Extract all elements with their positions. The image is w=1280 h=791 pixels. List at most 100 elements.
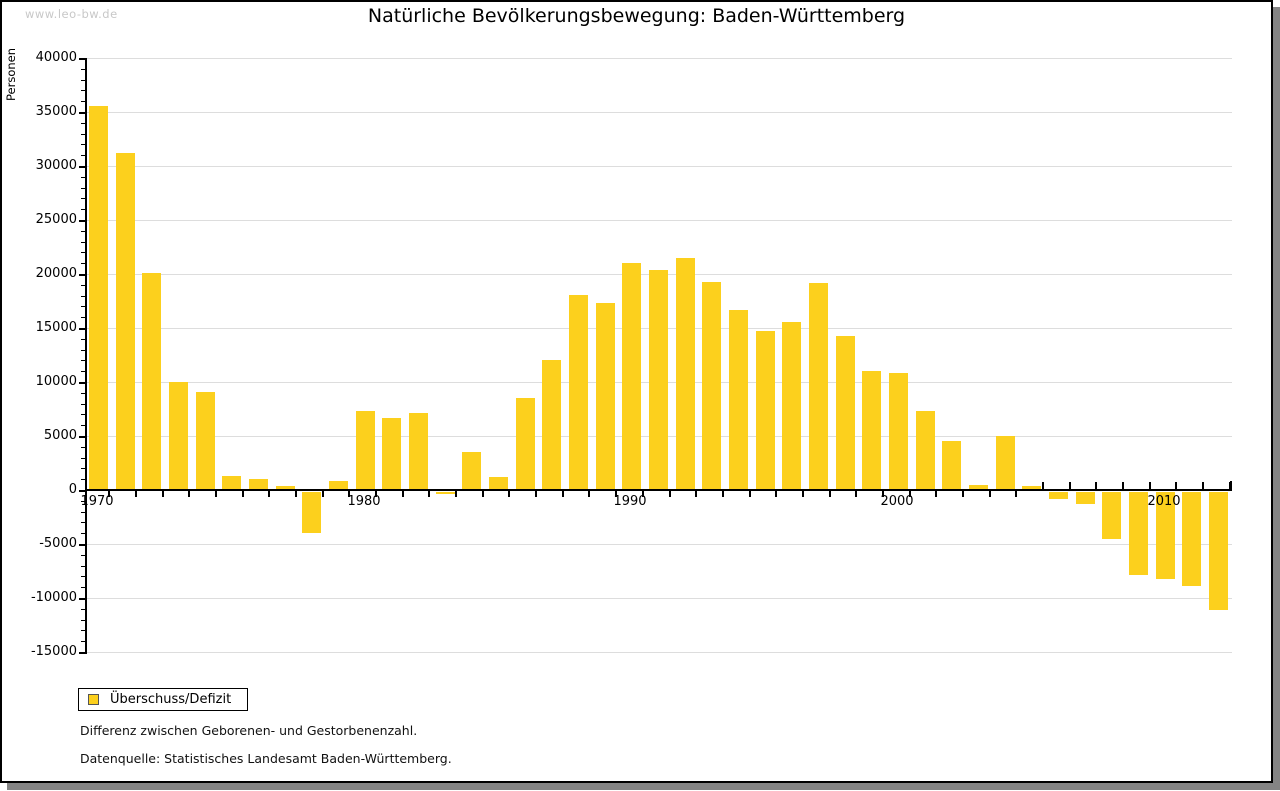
bar-2005 [1022, 486, 1041, 490]
y-minor-tick [81, 263, 85, 264]
y-minor-tick [81, 360, 85, 361]
y-minor-tick [81, 512, 85, 513]
legend-label: Überschuss/Defizit [110, 692, 232, 707]
y-minor-tick [81, 479, 85, 480]
gridline [85, 220, 1232, 221]
y-minor-tick [81, 393, 85, 394]
bar-2009 [1129, 492, 1148, 575]
bar-1989 [596, 303, 615, 490]
x-tick [829, 491, 831, 497]
y-minor-tick [81, 339, 85, 340]
y-minor-tick [81, 198, 85, 199]
x-tick [1122, 482, 1124, 489]
y-tick-label: 15000 [35, 320, 77, 335]
x-tick [882, 491, 884, 497]
y-minor-tick [81, 555, 85, 556]
y-minor-tick [81, 242, 85, 243]
x-axis-line [85, 489, 1232, 491]
bar-1996 [782, 322, 801, 490]
y-major-tick [79, 598, 85, 600]
x-tick [242, 491, 244, 497]
x-tick [482, 491, 484, 497]
y-major-tick [79, 652, 85, 654]
x-year-label-1990: 1990 [613, 494, 647, 509]
x-tick [749, 491, 751, 497]
bar-1992 [676, 258, 695, 490]
bar-2011 [1182, 492, 1201, 586]
bar-2002 [942, 441, 961, 490]
x-tick [188, 491, 190, 497]
y-minor-tick [81, 306, 85, 307]
legend-swatch-icon [88, 694, 99, 705]
x-tick [855, 491, 857, 497]
bar-1975 [222, 476, 241, 490]
x-tick [588, 491, 590, 497]
x-year-label-1970: 1970 [80, 494, 114, 509]
x-tick [1175, 482, 1177, 489]
x-tick [962, 491, 964, 497]
y-minor-tick [81, 468, 85, 469]
bar-1990 [622, 263, 641, 490]
gridline [85, 112, 1232, 113]
x-end-tick [1230, 481, 1232, 489]
y-major-tick [79, 58, 85, 60]
bar-2003 [969, 485, 988, 490]
x-tick [1149, 482, 1151, 489]
y-minor-tick [81, 69, 85, 70]
x-tick [455, 491, 457, 497]
bar-2006 [1049, 492, 1068, 499]
bar-1997 [809, 283, 828, 490]
y-axis-line [85, 58, 87, 654]
bar-2012 [1209, 492, 1228, 610]
x-tick [508, 491, 510, 497]
x-year-label-2010: 2010 [1147, 494, 1181, 509]
bar-1971 [116, 153, 135, 490]
y-minor-tick [81, 252, 85, 253]
bar-1974 [196, 392, 215, 490]
bar-1982 [409, 413, 428, 490]
y-minor-tick [81, 522, 85, 523]
x-tick [615, 491, 617, 497]
y-tick-label: -5000 [39, 536, 77, 551]
x-tick [909, 491, 911, 497]
gridline [85, 652, 1232, 653]
y-tick-label: 30000 [35, 158, 77, 173]
y-minor-tick [81, 630, 85, 631]
y-minor-tick [81, 317, 85, 318]
x-tick [162, 491, 164, 497]
bar-1973 [169, 382, 188, 490]
bar-1980 [356, 411, 375, 490]
y-minor-tick [81, 177, 85, 178]
legend: Überschuss/Defizit [78, 688, 248, 711]
x-year-label-1980: 1980 [347, 494, 381, 509]
bar-1984 [462, 452, 481, 490]
x-tick [669, 491, 671, 497]
y-minor-tick [81, 90, 85, 91]
gridline [85, 544, 1232, 545]
bar-1985 [489, 477, 508, 490]
x-tick [935, 491, 937, 497]
bar-1972 [142, 273, 161, 490]
x-tick [108, 491, 110, 497]
bar-1986 [516, 398, 535, 490]
y-minor-tick [81, 609, 85, 610]
y-minor-tick [81, 404, 85, 405]
y-tick-label: -10000 [30, 590, 77, 605]
x-tick [1202, 482, 1204, 489]
y-minor-tick [81, 144, 85, 145]
x-tick [989, 491, 991, 497]
bar-2000 [889, 373, 908, 490]
chart-title: Natürliche Bevölkerungsbewegung: Baden-W… [367, 5, 906, 27]
x-tick [348, 491, 350, 497]
y-minor-tick [81, 101, 85, 102]
y-minor-tick [81, 414, 85, 415]
x-tick [1042, 482, 1044, 489]
y-major-tick [79, 544, 85, 546]
watermark: www.leo-bw.de [25, 7, 118, 21]
bar-1995 [756, 331, 775, 490]
y-major-tick [79, 166, 85, 168]
x-tick [375, 491, 377, 497]
plot-area: -15000 -10000 -5000 0 5000 10000 15000 20000 250… [2, 2, 1271, 781]
bar-2007 [1076, 492, 1095, 504]
